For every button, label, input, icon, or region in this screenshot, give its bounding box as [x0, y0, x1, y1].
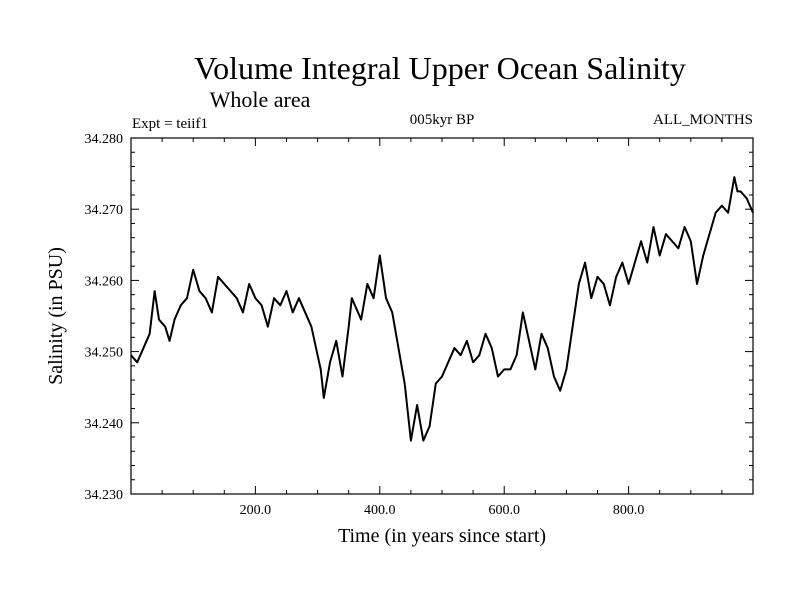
y-tick-labels: 34.230 34.240 34.250 34.260 34.270 34.280 — [85, 132, 124, 503]
x-tick-label: 800.0 — [613, 503, 645, 518]
chart-title: Volume Integral Upper Ocean Salinity — [194, 50, 686, 86]
x-tick-label: 600.0 — [488, 503, 520, 518]
plot-frame — [130, 137, 754, 495]
salinity-series-line — [130, 176, 754, 442]
y-tick-label: 34.240 — [85, 417, 124, 432]
period-label: 005kyr BP — [410, 112, 475, 128]
y-tick-label: 34.270 — [85, 203, 124, 218]
y-tick-label: 34.250 — [85, 346, 124, 361]
x-tick-label: 400.0 — [364, 503, 396, 518]
y-tick-label: 34.260 — [85, 274, 124, 289]
y-tick-label: 34.230 — [85, 488, 124, 503]
x-tick-label: 200.0 — [240, 503, 272, 518]
y-axis-label: Salinity (in PSU) — [45, 247, 67, 385]
months-label: ALL_MONTHS — [653, 112, 753, 128]
y-tick-label: 34.280 — [85, 132, 124, 147]
chart-subtitle: Whole area — [210, 87, 311, 112]
axis-ticks — [131, 138, 753, 494]
x-axis-label: Time (in years since start) — [338, 525, 546, 547]
expt-label: Expt = teiif1 — [132, 116, 208, 132]
x-tick-labels: 200.0 400.0 600.0 800.0 — [240, 503, 645, 518]
